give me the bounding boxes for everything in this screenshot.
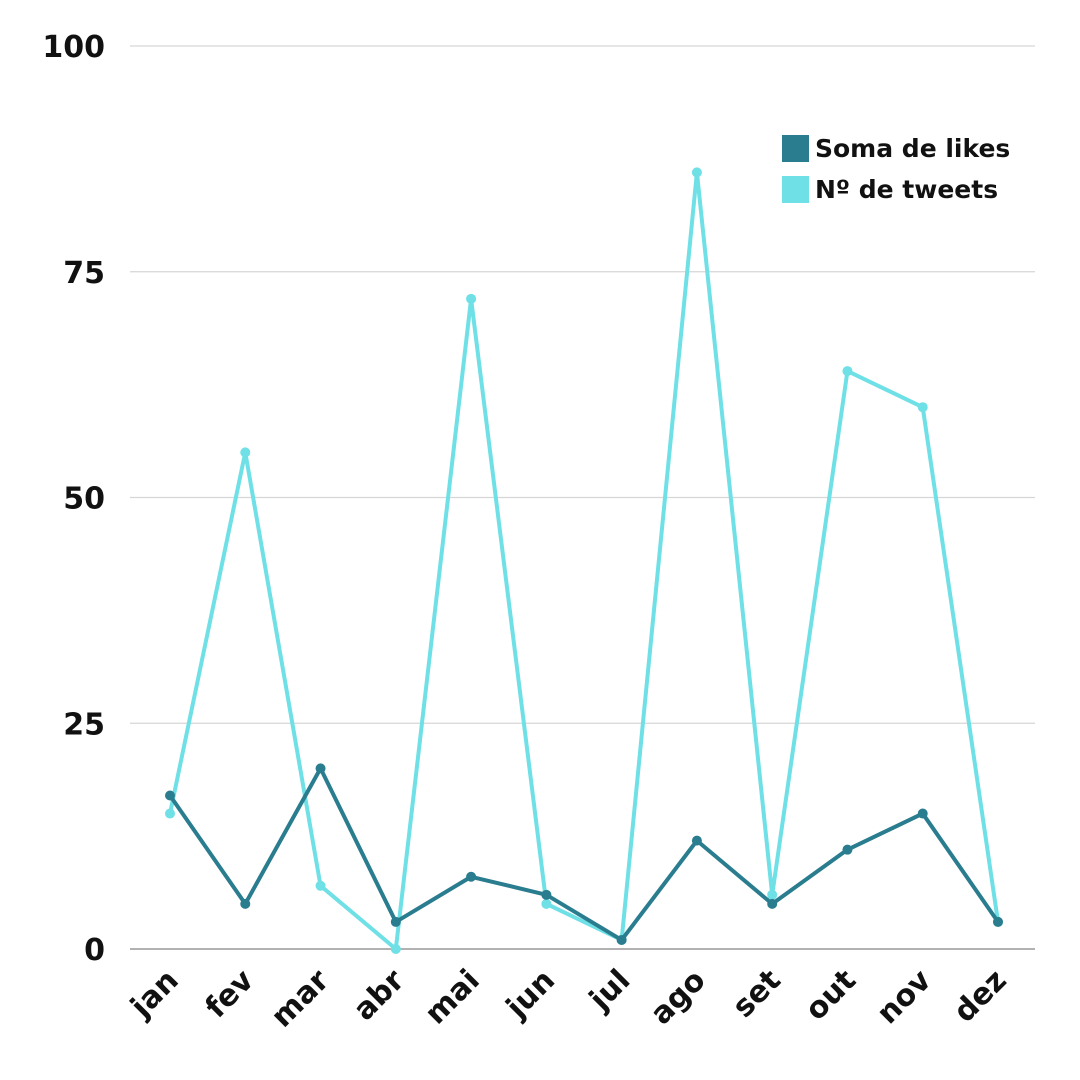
y-tick-label: 0 xyxy=(84,933,105,968)
legend-label-likes: Soma de likes xyxy=(815,134,1011,163)
data-point xyxy=(691,835,702,846)
y-axis-ticks: 0 25 50 75 100 xyxy=(42,30,105,968)
y-tick-label: 50 xyxy=(63,482,105,517)
data-point xyxy=(616,934,627,945)
gridlines xyxy=(130,45,1035,950)
x-tick-label: mai xyxy=(418,963,486,1031)
x-tick-label: out xyxy=(799,963,864,1028)
data-point xyxy=(842,844,853,855)
data-point xyxy=(240,447,251,458)
legend-swatch-tweets xyxy=(782,176,809,203)
x-tick-label: nov xyxy=(870,963,939,1032)
series-line xyxy=(168,170,1000,951)
series-line xyxy=(168,766,1000,942)
data-point xyxy=(541,898,552,909)
data-point xyxy=(993,916,1003,927)
x-tick-label: jun xyxy=(499,963,562,1026)
series-likes xyxy=(165,763,1003,945)
data-point xyxy=(466,293,477,304)
data-point xyxy=(466,871,477,882)
data-point xyxy=(541,889,552,900)
data-point xyxy=(165,808,175,819)
data-point xyxy=(917,402,928,413)
x-tick-label: jan xyxy=(124,963,186,1025)
data-point xyxy=(917,808,928,819)
x-tick-label: dez xyxy=(947,963,1014,1030)
legend-item-tweets: Nº de tweets xyxy=(782,169,1010,210)
x-tick-label: fev xyxy=(199,963,262,1026)
x-tick-label: set xyxy=(726,963,788,1025)
data-point xyxy=(315,880,326,891)
data-point xyxy=(240,898,251,909)
y-tick-label: 75 xyxy=(63,256,105,291)
legend-item-likes: Soma de likes xyxy=(782,128,1010,169)
y-tick-label: 25 xyxy=(63,707,105,742)
legend: Soma de likes Nº de tweets xyxy=(782,128,1010,210)
x-tick-label: mar xyxy=(265,963,337,1035)
data-point xyxy=(390,944,401,954)
data-point xyxy=(390,916,401,927)
x-tick-label: ago xyxy=(644,963,713,1032)
data-point xyxy=(842,366,853,377)
data-point xyxy=(767,898,778,909)
legend-label-tweets: Nº de tweets xyxy=(815,175,999,204)
legend-swatch-likes xyxy=(782,135,809,162)
x-axis-ticks: jan fev mar abr mai jun jul ago set out nov dez xyxy=(124,963,1014,1035)
y-tick-label: 100 xyxy=(42,30,105,65)
x-tick-label: jul xyxy=(582,963,637,1018)
series-lines xyxy=(165,167,1003,954)
data-point xyxy=(767,889,778,900)
data-point xyxy=(165,790,175,801)
x-tick-label: abr xyxy=(347,963,412,1028)
data-point xyxy=(691,167,702,178)
data-point xyxy=(315,763,326,774)
